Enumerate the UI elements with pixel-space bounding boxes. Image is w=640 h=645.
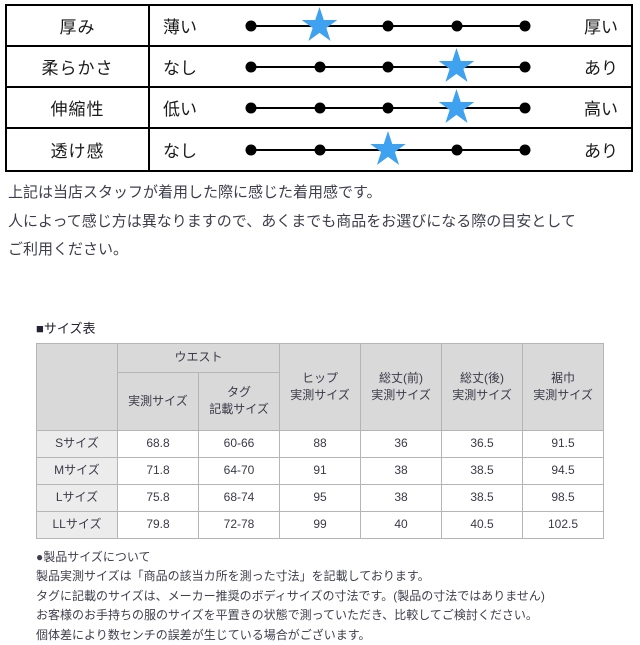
rating-star-icon: ★ [367, 125, 408, 171]
row-label: Lサイズ [37, 484, 118, 511]
feel-scale: 薄い ★ 厚い [150, 6, 631, 45]
scale-dot [520, 20, 531, 31]
cell: 91.5 [523, 430, 604, 457]
size-chart-table: ウエスト ヒップ 実測サイズ 総丈(前) 実測サイズ 総丈(後) 実測サイズ 裾… [36, 343, 604, 539]
scale-min-label: 薄い [163, 13, 251, 38]
scale-dot [451, 20, 462, 31]
scale-dot [520, 144, 531, 155]
scale-dot [246, 20, 257, 31]
rating-star-icon: ★ [436, 83, 477, 129]
table-row-size-ll: LLサイズ 79.8 72-78 99 40 40.5 102.5 [37, 511, 604, 538]
cell: 38.5 [442, 484, 523, 511]
col-header-hip: ヒップ 実測サイズ [280, 343, 361, 430]
row-label: LLサイズ [37, 511, 118, 538]
cell: 91 [280, 457, 361, 484]
disclaimer-line: 上記は当店スタッフが着用した際に感じた着用感です。 [8, 179, 640, 208]
scale-dot [246, 61, 257, 72]
cell: 95 [280, 484, 361, 511]
notes-line: 製品実測サイズは「商品の該当カ所を測った寸法」を記載しております。 [36, 567, 640, 587]
col-header-hem: 裾巾 実測サイズ [523, 343, 604, 430]
size-chart-title: ■サイズ表 [36, 318, 640, 337]
feel-row-label: 伸縮性 [7, 88, 150, 127]
feel-row-label: 柔らかさ [7, 47, 150, 86]
cell: 98.5 [523, 484, 604, 511]
cell: 36 [361, 430, 442, 457]
scale-max-label: 高い [584, 95, 618, 120]
feel-row-softness: 柔らかさ なし ★ あり [7, 47, 631, 88]
scale-min-label: 低い [163, 95, 251, 120]
size-chart-section: ■サイズ表 ウエスト ヒップ 実測サイズ 総丈(前) 実測サイズ 総丈(後) 実… [36, 318, 640, 539]
cell: 38 [361, 484, 442, 511]
cell: 40.5 [442, 511, 523, 538]
disclaimer-line: 人によって感じ方は異なりますので、あくまでも商品をお選びになる際の目安として [8, 208, 640, 237]
scale-dot [383, 61, 394, 72]
row-label: Mサイズ [37, 457, 118, 484]
cell: 38 [361, 457, 442, 484]
disclaimer-line: ご利用ください。 [8, 236, 640, 265]
cell: 102.5 [523, 511, 604, 538]
scale-max-label: 厚い [584, 13, 618, 38]
cell: 72-78 [199, 511, 280, 538]
corner-cell [37, 343, 118, 430]
cell: 75.8 [118, 484, 199, 511]
notes-line: タグに記載のサイズは、メーカー推奨のボディサイズの寸法です。(製品の寸法ではあり… [36, 587, 640, 607]
scale-max-label: あり [584, 137, 618, 162]
cell: 60-66 [199, 430, 280, 457]
notes-line: 個体差により数センチの誤差が生じている場合がございます。 [36, 626, 640, 645]
cell: 36.5 [442, 430, 523, 457]
sub-header-tag: タグ 記載サイズ [199, 372, 280, 430]
scale-dot [246, 102, 257, 113]
scale-dot [451, 144, 462, 155]
fit-feel-disclaimer: 上記は当店スタッフが着用した際に感じた着用感です。 人によって感じ方は異なります… [8, 179, 640, 265]
scale-dot [314, 102, 325, 113]
cell: 71.8 [118, 457, 199, 484]
cell: 88 [280, 430, 361, 457]
cell: 38.5 [442, 457, 523, 484]
table-row-size-s: Sサイズ 68.8 60-66 88 36 36.5 91.5 [37, 430, 604, 457]
scale-track: ★ [251, 6, 525, 45]
feel-row-label: 厚み [7, 6, 150, 45]
feel-scale: なし ★ あり [150, 47, 631, 86]
scale-dot [314, 61, 325, 72]
col-header-length-front: 総丈(前) 実測サイズ [361, 343, 442, 430]
row-label: Sサイズ [37, 430, 118, 457]
scale-dot [520, 102, 531, 113]
cell: 94.5 [523, 457, 604, 484]
cell: 99 [280, 511, 361, 538]
scale-track: ★ [251, 47, 525, 86]
feel-rating-table: 厚み 薄い ★ 厚い 柔らかさ なし [5, 4, 633, 172]
sub-header-measured: 実測サイズ [118, 372, 199, 430]
cell: 68.8 [118, 430, 199, 457]
notes-heading: ●製品サイズについて [36, 548, 640, 568]
scale-dot [383, 102, 394, 113]
feel-row-sheerness: 透け感 なし ★ あり [7, 129, 631, 170]
scale-dot [314, 144, 325, 155]
cell: 64-70 [199, 457, 280, 484]
feel-scale: なし ★ あり [150, 129, 631, 170]
scale-dot [383, 20, 394, 31]
table-row-size-l: Lサイズ 75.8 68-74 95 38 38.5 98.5 [37, 484, 604, 511]
scale-dot [246, 144, 257, 155]
col-header-waist: ウエスト [118, 343, 280, 372]
feel-row-thickness: 厚み 薄い ★ 厚い [7, 6, 631, 47]
notes-line: お客様のお手持ちの服のサイズを平置きの状態で測っていただき、比較してご検討くださ… [36, 606, 640, 626]
table-row-size-m: Mサイズ 71.8 64-70 91 38 38.5 94.5 [37, 457, 604, 484]
feel-row-stretch: 伸縮性 低い ★ 高い [7, 88, 631, 129]
scale-min-label: なし [163, 137, 251, 162]
feel-row-label: 透け感 [7, 129, 150, 170]
scale-dot [520, 61, 531, 72]
cell: 40 [361, 511, 442, 538]
col-header-length-back: 総丈(後) 実測サイズ [442, 343, 523, 430]
scale-max-label: あり [584, 54, 618, 79]
product-size-notes: ●製品サイズについて 製品実測サイズは「商品の該当カ所を測った寸法」を記載してお… [36, 548, 640, 645]
rating-star-icon: ★ [299, 1, 340, 47]
scale-track: ★ [251, 129, 525, 170]
cell: 79.8 [118, 511, 199, 538]
scale-min-label: なし [163, 54, 251, 79]
cell: 68-74 [199, 484, 280, 511]
